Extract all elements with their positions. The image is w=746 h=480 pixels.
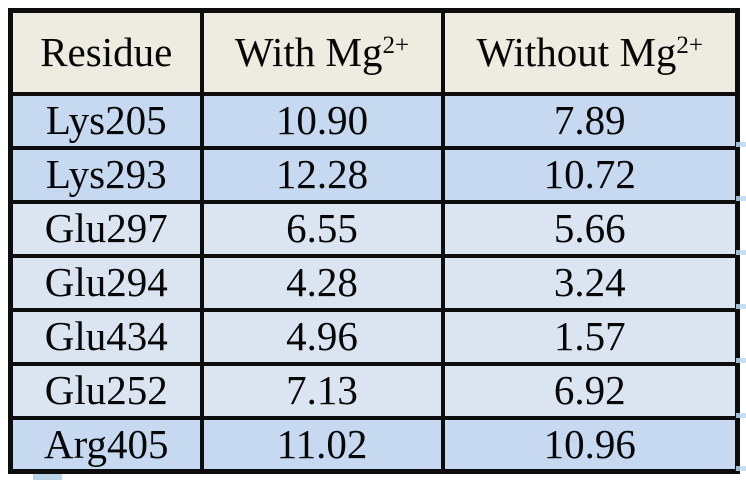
with-mg-cell: 12.28 bbox=[199, 145, 445, 204]
with-mg-cell: 7.13 bbox=[199, 361, 445, 420]
column-header-label: With Mg bbox=[234, 28, 383, 75]
residue-cell: Glu252 bbox=[8, 361, 204, 420]
column-header-with-mg: With Mg2+ bbox=[199, 8, 445, 96]
without-mg-cell: 7.89 bbox=[440, 91, 740, 150]
column-header-label: Without Mg bbox=[476, 28, 677, 75]
without-mg-cell: 3.24 bbox=[440, 253, 740, 312]
table-row: Lys293 12.28 10.72 bbox=[8, 145, 740, 204]
with-mg-cell: 11.02 bbox=[199, 415, 445, 474]
superscript-charge: 2+ bbox=[676, 31, 704, 59]
column-header-without-mg: Without Mg2+ bbox=[440, 8, 740, 96]
without-mg-cell: 5.66 bbox=[440, 199, 740, 258]
without-mg-cell: 10.96 bbox=[440, 415, 740, 474]
with-mg-cell: 4.28 bbox=[199, 253, 445, 312]
table-row: Glu434 4.96 1.57 bbox=[8, 307, 740, 366]
table-row: Glu297 6.55 5.66 bbox=[8, 199, 740, 258]
with-mg-cell: 6.55 bbox=[199, 199, 445, 258]
table-row: Glu252 7.13 6.92 bbox=[8, 361, 740, 420]
residue-cell: Glu294 bbox=[8, 253, 204, 312]
without-mg-cell: 1.57 bbox=[440, 307, 740, 366]
table-header-row: Residue With Mg2+ Without Mg2+ bbox=[8, 8, 740, 96]
without-mg-cell: 6.92 bbox=[440, 361, 740, 420]
with-mg-cell: 4.96 bbox=[199, 307, 445, 366]
superscript-charge: 2+ bbox=[382, 31, 410, 59]
column-header-residue: Residue bbox=[8, 8, 204, 96]
residue-cell: Glu297 bbox=[8, 199, 204, 258]
page-artifact-bottom bbox=[33, 474, 62, 480]
residue-pka-table: Residue With Mg2+ Without Mg2+ Lys205 10… bbox=[8, 8, 740, 474]
table-row: Glu294 4.28 3.24 bbox=[8, 253, 740, 312]
residue-cell: Lys293 bbox=[8, 145, 204, 204]
residue-cell: Arg405 bbox=[8, 415, 204, 474]
without-mg-cell: 10.72 bbox=[440, 145, 740, 204]
table-row: Arg405 11.02 10.96 bbox=[8, 415, 740, 474]
residue-cell: Lys205 bbox=[8, 91, 204, 150]
table-row: Lys205 10.90 7.89 bbox=[8, 91, 740, 150]
residue-cell: Glu434 bbox=[8, 307, 204, 366]
with-mg-cell: 10.90 bbox=[199, 91, 445, 150]
column-header-label: Residue bbox=[40, 28, 173, 75]
